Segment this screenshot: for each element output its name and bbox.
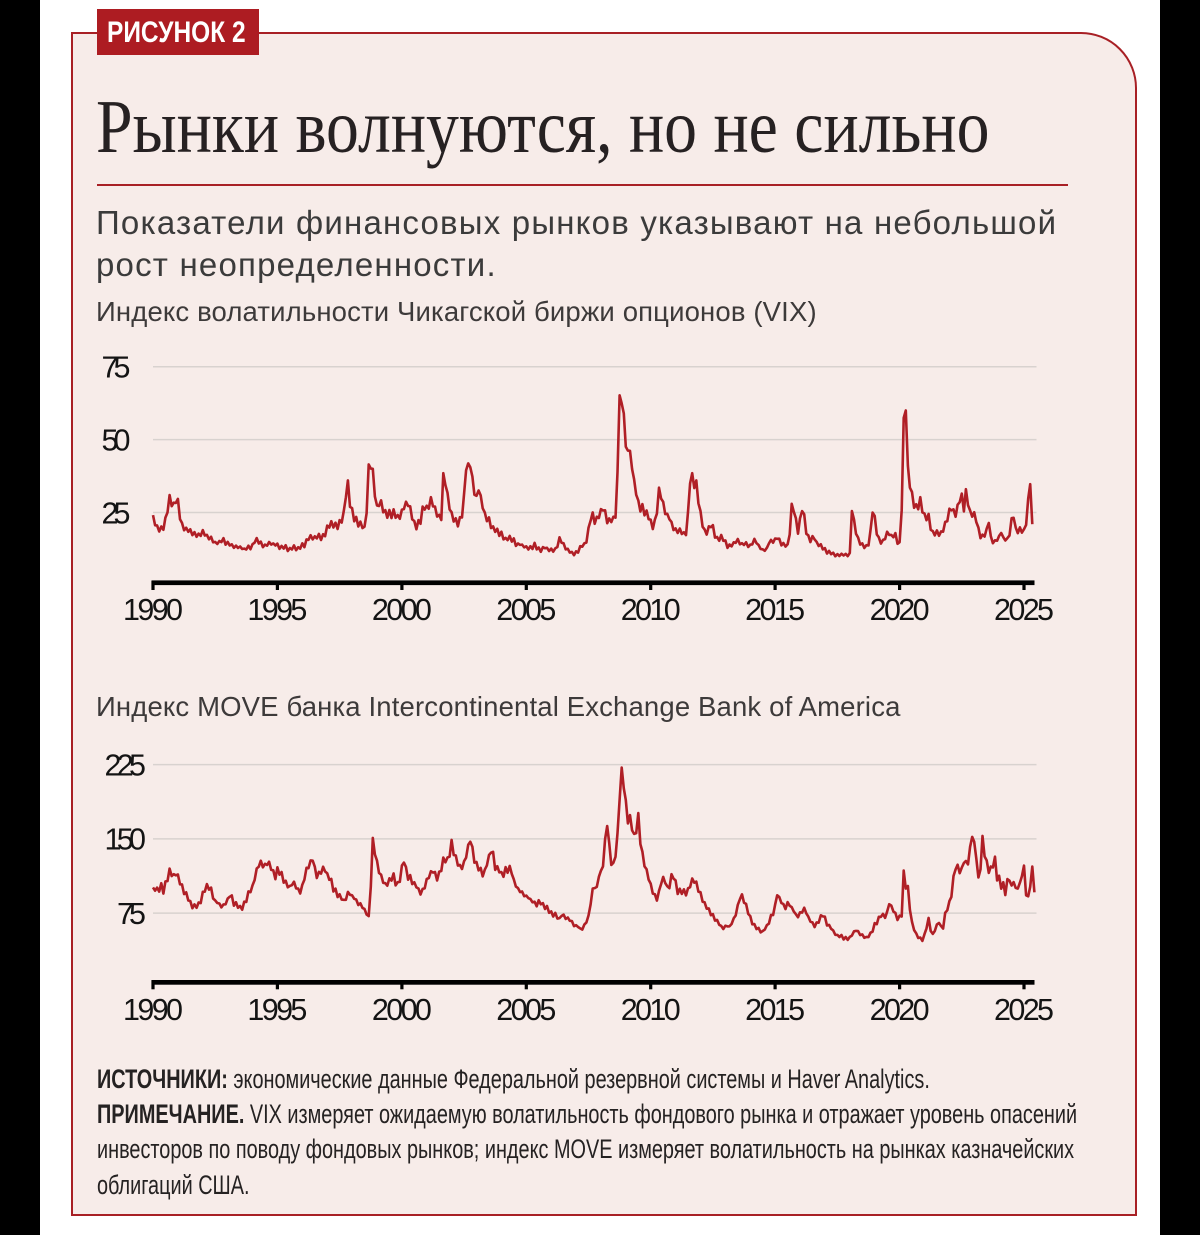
svg-text:75: 75 [102,351,131,385]
svg-text:25: 25 [102,496,131,530]
svg-text:2005: 2005 [496,993,556,1027]
svg-text:75: 75 [117,897,146,931]
svg-text:2015: 2015 [745,993,805,1027]
svg-text:1990: 1990 [123,993,183,1027]
svg-text:1990: 1990 [123,593,183,627]
svg-text:1995: 1995 [247,593,307,627]
svg-text:2010: 2010 [621,993,681,1027]
svg-text:2020: 2020 [870,593,930,627]
svg-text:2015: 2015 [745,593,805,627]
svg-text:2010: 2010 [621,593,681,627]
svg-text:2000: 2000 [372,993,432,1027]
svg-text:2000: 2000 [372,593,432,627]
svg-text:50: 50 [102,423,131,457]
svg-text:1995: 1995 [247,993,307,1027]
svg-text:2020: 2020 [870,993,930,1027]
svg-text:2005: 2005 [496,593,556,627]
svg-text:2025: 2025 [994,993,1054,1027]
svg-text:225: 225 [105,748,147,782]
svg-text:150: 150 [105,823,147,857]
svg-text:2025: 2025 [994,593,1054,627]
